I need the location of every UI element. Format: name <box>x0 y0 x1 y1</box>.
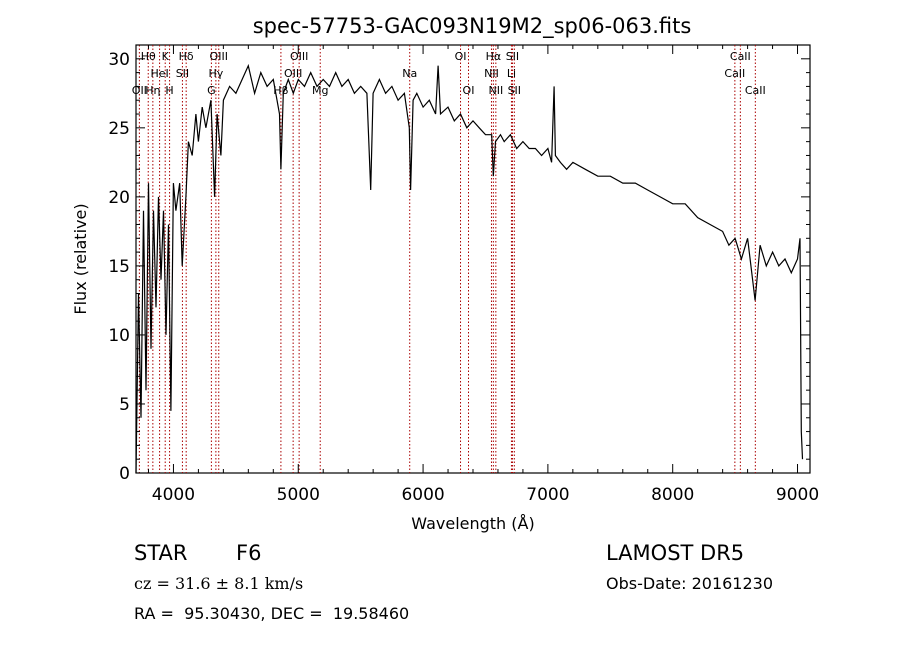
line-label-6: SII <box>176 67 189 80</box>
x-tick-label-5: 9000 <box>776 485 819 505</box>
object-class: STAR <box>134 541 188 565</box>
survey-name: LAMOST DR5 <box>606 541 745 565</box>
line-label-16: OI <box>455 50 467 63</box>
spectrum-series <box>135 63 804 474</box>
line-label-4: K <box>162 50 170 63</box>
y-tick-label-3: 15 <box>108 257 130 277</box>
coordinates: RA = 95.30430, DEC = 19.58460 <box>134 604 410 623</box>
line-label-22: SII <box>506 50 519 63</box>
x-tick-label-1: 5000 <box>277 485 320 505</box>
object-subclass: F6 <box>236 541 262 565</box>
y-tick-label-1: 5 <box>119 395 130 415</box>
plot-frame <box>135 44 811 474</box>
line-label-21: Li <box>507 67 516 80</box>
observation-date: Obs-Date: 20161230 <box>606 574 774 593</box>
line-label-18: NII <box>484 67 499 80</box>
line-label-9: Hγ <box>208 67 223 80</box>
line-label-19: Hα <box>486 50 502 63</box>
line-label-1: Hθ <box>141 50 156 63</box>
x-tick-label-2: 6000 <box>401 485 444 505</box>
spectral-line-markers <box>138 45 756 473</box>
redshift-velocity: cz = 31.6 ± 8.1 km/s <box>134 574 304 593</box>
line-label-15: Na <box>402 67 417 80</box>
x-tick-label-3: 7000 <box>526 485 569 505</box>
line-label-25: CaII <box>730 50 751 63</box>
line-label-8: G <box>207 84 216 97</box>
y-tick-label-0: 0 <box>119 464 130 484</box>
line-label-20: NII <box>488 84 503 97</box>
y-axis: 0 5 10 15 20 25 30 <box>108 44 810 484</box>
line-label-26: CaII <box>745 84 766 97</box>
line-label-2: Hη <box>145 84 160 97</box>
line-label-23: SII <box>508 84 521 97</box>
y-tick-label-4: 20 <box>108 188 130 208</box>
line-label-17: OI <box>463 84 475 97</box>
line-label-3: HeI <box>150 67 168 80</box>
line-label-11: Hβ <box>273 84 288 97</box>
line-label-5: H <box>165 84 173 97</box>
y-tick-label-2: 10 <box>108 326 130 346</box>
line-label-7: Hδ <box>179 50 194 63</box>
x-axis-label: Wavelength (Å) <box>411 514 534 533</box>
line-label-24: CaII <box>724 67 745 80</box>
y-tick-label-5: 25 <box>108 119 130 139</box>
line-label-10: OIII <box>210 50 228 63</box>
chart-title: spec-57753-GAC093N19M2_sp06-063.fits <box>253 14 692 39</box>
x-tick-label-4: 8000 <box>651 485 694 505</box>
line-label-0: OII <box>132 84 147 97</box>
y-axis-label: Flux (relative) <box>71 203 90 314</box>
spectral-line-labels: OIIHθHηHeIKHSIIHδGHγOIIIHβOIIIOIIIMgNaOI… <box>132 50 766 97</box>
line-label-14: Mg <box>312 84 328 97</box>
line-label-12: OIII <box>284 67 302 80</box>
y-tick-label-6: 30 <box>108 50 130 70</box>
x-axis: 4000 5000 6000 7000 8000 9000 <box>147 45 819 505</box>
line-label-13: OIII <box>290 50 308 63</box>
x-tick-label-0: 4000 <box>152 485 195 505</box>
